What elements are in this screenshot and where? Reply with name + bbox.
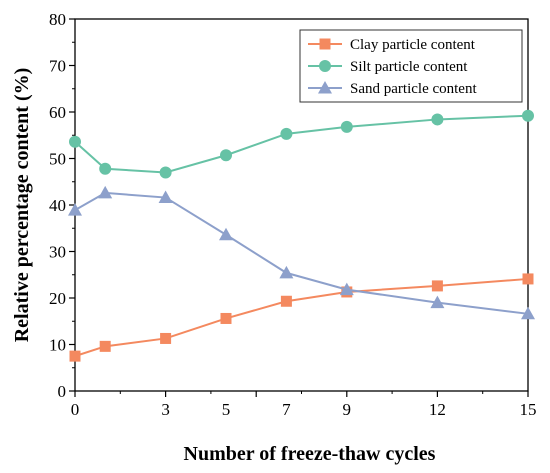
data-point (280, 127, 293, 140)
series-square (69, 273, 534, 362)
data-point (219, 227, 233, 241)
data-point (98, 185, 113, 199)
series-circle (69, 109, 534, 179)
y-tick-label: 30 (49, 243, 66, 262)
y-tick-label: 20 (49, 289, 66, 308)
x-tick-label: 7 (282, 400, 291, 419)
x-tick-label: 9 (343, 400, 352, 419)
y-axis-title: Relative percentage content (%) (11, 68, 33, 343)
legend-label: Silt particle content (350, 59, 468, 75)
legend-label: Sand particle content (350, 81, 477, 97)
data-point (69, 135, 81, 148)
series-triangle (68, 185, 535, 320)
series-layer (68, 109, 535, 362)
x-tick-label: 0 (71, 400, 80, 419)
x-tick-label: 3 (161, 400, 170, 419)
plot-area: 0 10 20 30 40 50 60 70 80 0 3 5 7 9 12 15 (49, 10, 537, 419)
data-point (280, 295, 292, 307)
legend-marker (319, 38, 331, 50)
data-point (220, 149, 232, 162)
y-tick-label: 40 (49, 196, 66, 215)
data-point (160, 332, 172, 344)
legend-marker (319, 60, 331, 72)
data-point (521, 306, 535, 320)
data-point (68, 203, 82, 216)
data-point (69, 350, 81, 362)
data-point (522, 109, 534, 122)
x-tick-label: 15 (520, 400, 537, 419)
data-point (279, 265, 294, 279)
legend: Clay particle content Silt particle conte… (299, 29, 523, 103)
data-point (220, 312, 232, 324)
series-line (74, 277, 529, 358)
x-tick-label: 5 (222, 400, 231, 419)
data-point (430, 295, 445, 309)
x-tick-label: 12 (429, 400, 446, 419)
y-tick-label: 80 (49, 10, 66, 29)
data-point (340, 120, 353, 133)
data-point (431, 280, 443, 292)
series-line (74, 114, 529, 174)
data-point (431, 113, 444, 126)
y-tick-label: 60 (49, 103, 66, 122)
y-tick-label: 50 (49, 150, 66, 169)
data-point (99, 162, 112, 175)
legend-label: Clay particle content (350, 37, 476, 53)
data-point (158, 190, 173, 204)
series-line (74, 191, 529, 315)
legend-marker (318, 81, 332, 94)
y-tick-label: 10 (49, 336, 66, 355)
data-point (339, 282, 354, 296)
data-point (159, 166, 172, 179)
y-tick-label: 0 (58, 382, 67, 401)
x-axis-title: Number of freeze-thaw cycles (184, 443, 436, 465)
data-point (522, 273, 534, 285)
data-point (99, 340, 111, 352)
y-tick-label: 70 (49, 57, 66, 76)
